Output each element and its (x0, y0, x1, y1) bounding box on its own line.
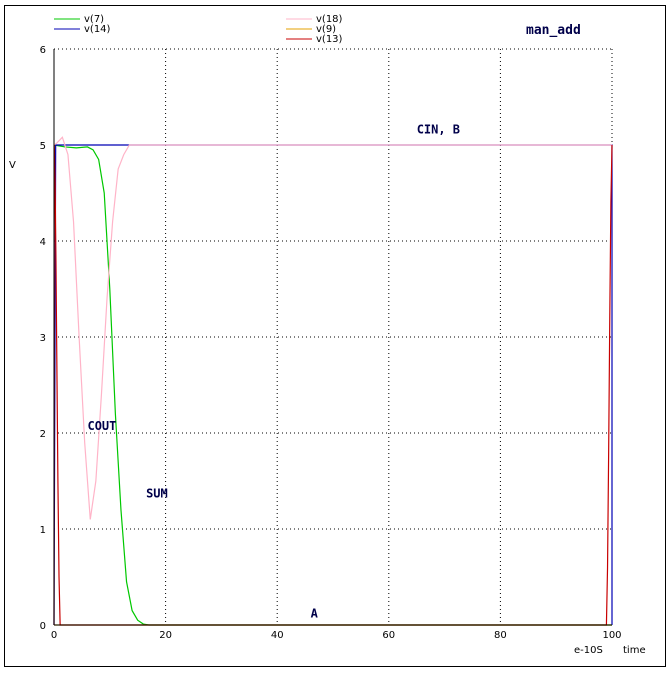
y-tick-label-4: 4 (40, 237, 46, 248)
annotation-2: SUM (146, 486, 168, 500)
series-line-v13 (53, 144, 613, 626)
x-tick-label-1: 20 (159, 630, 172, 641)
x-tick-label-4: 80 (494, 630, 507, 641)
legend: v(7)v(14) v(18)v(9)v(13) (54, 14, 343, 45)
series-line-v7 (53, 144, 612, 626)
x-tick-label-5: 100 (602, 630, 621, 641)
annotation-1: COUT (87, 419, 116, 433)
y-axis-label: V (9, 160, 16, 171)
annotations-layer: CIN, B COUT SUM A (87, 122, 460, 620)
legend-label-2: v(18) (316, 14, 343, 25)
series-line-v18 (53, 136, 612, 520)
x-tick-label-0: 0 (51, 630, 57, 641)
legend-label-3: v(9) (316, 24, 336, 35)
legend-label-1: v(14) (84, 24, 111, 35)
annotation-0: CIN, B (417, 122, 460, 136)
x-axis-unit: e-10S (574, 645, 603, 656)
annotation-3: A (311, 606, 319, 620)
plot-frame (4, 5, 666, 667)
series-layer (53, 136, 613, 626)
y-tick-label-6: 6 (40, 45, 46, 56)
y-tick-label-5: 5 (40, 141, 46, 152)
x-tick-label-2: 40 (271, 630, 284, 641)
y-tick-label-3: 3 (40, 333, 46, 344)
series-line-v14 (53, 144, 613, 626)
axes-layer (53, 49, 612, 626)
ticks-layer: 0 20 40 60 80 100 0 1 2 3 4 5 6 (40, 45, 622, 641)
y-tick-label-0: 0 (40, 621, 46, 632)
y-tick-label-2: 2 (40, 429, 46, 440)
legend-label-4: v(13) (316, 34, 343, 45)
y-tick-label-1: 1 (40, 525, 46, 536)
chart-title: man_add (526, 23, 581, 38)
grid-layer (54, 48, 613, 625)
x-axis-label: time (623, 645, 646, 656)
legend-label-0: v(7) (84, 14, 104, 25)
x-tick-label-3: 60 (382, 630, 395, 641)
